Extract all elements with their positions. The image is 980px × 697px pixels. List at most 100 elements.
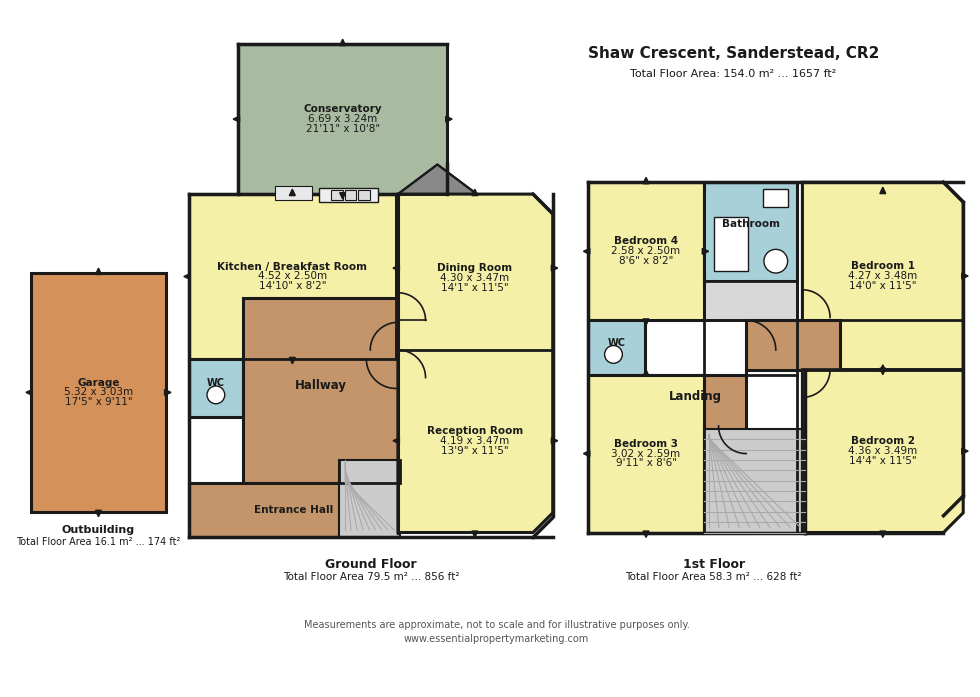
- Bar: [31, 273, 166, 512]
- Text: Bedroom 4: Bedroom 4: [614, 236, 678, 247]
- Text: Shaw Crescent, Sanderstead, CR2: Shaw Crescent, Sanderstead, CR2: [588, 45, 879, 61]
- Polygon shape: [643, 319, 649, 325]
- Polygon shape: [880, 365, 886, 372]
- Text: 6.69 x 3.24m: 6.69 x 3.24m: [308, 114, 377, 124]
- Bar: [345, 190, 357, 200]
- Polygon shape: [393, 265, 400, 271]
- Polygon shape: [552, 265, 558, 271]
- Text: Conservatory: Conservatory: [304, 105, 382, 114]
- Text: 4.36 x 3.49m: 4.36 x 3.49m: [849, 446, 917, 456]
- Polygon shape: [165, 390, 171, 395]
- Polygon shape: [289, 358, 295, 364]
- Text: 21'11" x 10'8": 21'11" x 10'8": [306, 124, 379, 134]
- Text: Dining Room: Dining Room: [437, 263, 513, 273]
- Bar: [359, 190, 370, 200]
- Text: Measurements are approximate, not to scale and for illustrative purposes only.: Measurements are approximate, not to sca…: [304, 620, 690, 630]
- Polygon shape: [880, 187, 886, 194]
- Bar: [588, 321, 645, 375]
- Polygon shape: [645, 321, 840, 533]
- Text: 17'5" x 9'11": 17'5" x 9'11": [65, 397, 132, 407]
- Polygon shape: [393, 438, 400, 444]
- Bar: [318, 188, 378, 202]
- Polygon shape: [643, 177, 649, 184]
- Polygon shape: [233, 116, 239, 122]
- Text: Garage: Garage: [77, 378, 120, 388]
- Text: 14'0" x 11'5": 14'0" x 11'5": [849, 281, 916, 291]
- Polygon shape: [472, 189, 478, 196]
- Text: 9'11" x 8'6": 9'11" x 8'6": [615, 459, 676, 468]
- Text: Landing: Landing: [669, 390, 722, 403]
- Polygon shape: [961, 448, 968, 454]
- Bar: [713, 217, 748, 271]
- Text: 14'10" x 8'2": 14'10" x 8'2": [259, 282, 326, 291]
- Text: Entrance Hall: Entrance Hall: [254, 505, 333, 515]
- Text: WC: WC: [608, 337, 625, 348]
- Bar: [704, 182, 798, 281]
- Polygon shape: [961, 273, 968, 279]
- Bar: [189, 194, 396, 359]
- Polygon shape: [472, 531, 478, 537]
- Text: 2.58 x 2.50m: 2.58 x 2.50m: [612, 246, 680, 256]
- Text: Ground Floor: Ground Floor: [325, 558, 417, 571]
- Polygon shape: [289, 189, 295, 196]
- Polygon shape: [880, 368, 886, 375]
- Polygon shape: [803, 369, 963, 533]
- Bar: [339, 461, 400, 537]
- Text: 1st Floor: 1st Floor: [682, 558, 745, 571]
- Text: Total Floor Area: 154.0 m² ... 1657 ft²: Total Floor Area: 154.0 m² ... 1657 ft²: [630, 69, 837, 79]
- Polygon shape: [703, 248, 709, 254]
- Text: WC: WC: [207, 378, 224, 388]
- Polygon shape: [95, 510, 102, 516]
- Text: Reception Room: Reception Room: [426, 426, 523, 436]
- Text: 14'4" x 11'5": 14'4" x 11'5": [849, 456, 916, 466]
- Text: Kitchen / Breakfast Room: Kitchen / Breakfast Room: [218, 261, 368, 272]
- Polygon shape: [583, 248, 590, 254]
- Bar: [704, 429, 806, 533]
- Polygon shape: [340, 39, 346, 45]
- Bar: [763, 189, 788, 207]
- Bar: [588, 182, 704, 321]
- Text: Total Floor Area 16.1 m² ... 174 ft²: Total Floor Area 16.1 m² ... 174 ft²: [17, 537, 180, 547]
- Bar: [588, 375, 704, 533]
- Polygon shape: [340, 192, 346, 199]
- Polygon shape: [25, 390, 32, 395]
- Text: 5.32 x 3.03m: 5.32 x 3.03m: [64, 388, 133, 397]
- Text: 8'6" x 8'2": 8'6" x 8'2": [618, 256, 673, 266]
- Text: Bedroom 1: Bedroom 1: [851, 261, 914, 271]
- Text: 3.02 x 2.59m: 3.02 x 2.59m: [612, 449, 680, 459]
- Bar: [189, 359, 243, 417]
- Polygon shape: [398, 194, 553, 533]
- Polygon shape: [184, 273, 190, 279]
- Bar: [274, 186, 312, 200]
- Polygon shape: [446, 116, 452, 122]
- Circle shape: [207, 386, 224, 404]
- Text: 4.30 x 3.47m: 4.30 x 3.47m: [440, 273, 510, 283]
- Text: Total Floor Area 58.3 m² ... 628 ft²: Total Floor Area 58.3 m² ... 628 ft²: [625, 572, 802, 582]
- Text: Hallway: Hallway: [294, 379, 347, 392]
- Text: 14'1" x 11'5": 14'1" x 11'5": [441, 283, 509, 293]
- Polygon shape: [95, 268, 102, 275]
- Polygon shape: [880, 531, 886, 537]
- Text: Bedroom 2: Bedroom 2: [851, 436, 914, 446]
- Text: 4.19 x 3.47m: 4.19 x 3.47m: [440, 436, 510, 446]
- Polygon shape: [803, 182, 963, 369]
- Polygon shape: [643, 369, 649, 376]
- Text: Outbuilding: Outbuilding: [62, 525, 135, 535]
- Bar: [704, 281, 798, 321]
- Text: Total Floor Area 79.5 m² ... 856 ft²: Total Floor Area 79.5 m² ... 856 ft²: [283, 572, 460, 582]
- Text: 4.27 x 3.48m: 4.27 x 3.48m: [849, 271, 917, 281]
- Text: Bedroom 3: Bedroom 3: [614, 438, 678, 449]
- Bar: [243, 298, 398, 483]
- Bar: [238, 44, 447, 194]
- Bar: [331, 190, 343, 200]
- Circle shape: [605, 346, 622, 363]
- Circle shape: [764, 250, 788, 273]
- Bar: [189, 483, 398, 537]
- Polygon shape: [583, 451, 590, 457]
- Polygon shape: [643, 531, 649, 537]
- Polygon shape: [552, 438, 558, 444]
- Text: 4.52 x 2.50m: 4.52 x 2.50m: [258, 271, 327, 282]
- Text: www.essentialpropertymarketing.com: www.essentialpropertymarketing.com: [404, 634, 589, 644]
- Polygon shape: [398, 164, 477, 194]
- Text: 13'9" x 11'5": 13'9" x 11'5": [441, 445, 509, 456]
